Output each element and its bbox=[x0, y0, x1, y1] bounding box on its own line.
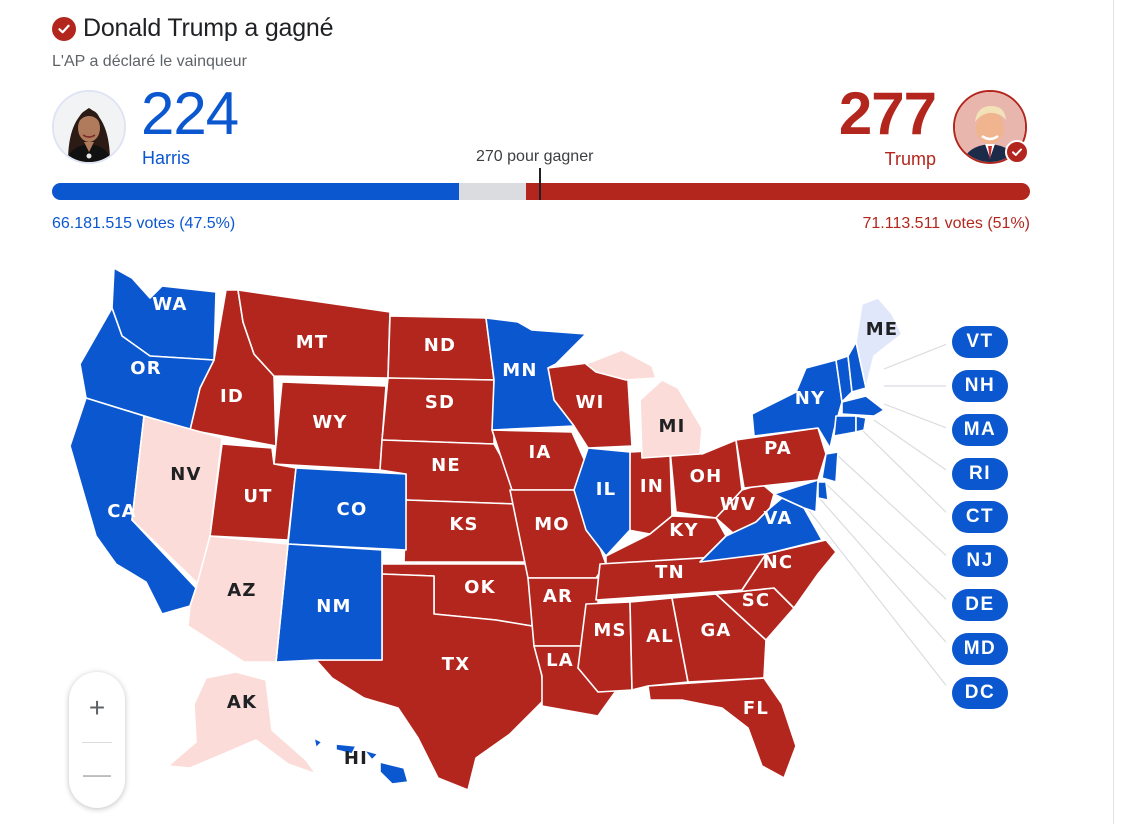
label-ok: OK bbox=[464, 577, 496, 598]
label-ak: AK bbox=[227, 692, 257, 713]
state-ma[interactable] bbox=[841, 395, 885, 417]
harris-avatar[interactable] bbox=[52, 90, 126, 164]
trump-avatar[interactable] bbox=[953, 90, 1029, 164]
label-ga: GA bbox=[700, 620, 731, 641]
label-ar: AR bbox=[543, 586, 573, 607]
winner-check-icon bbox=[1005, 140, 1029, 164]
harris-bar-segment bbox=[52, 183, 460, 200]
map-zoom-control: + — bbox=[69, 672, 125, 808]
us-electoral-map[interactable]: WA OR CA NV ID MT WY UT AZ CO NM ND SD N… bbox=[66, 268, 946, 824]
label-ut: UT bbox=[243, 486, 272, 507]
win-threshold-label: 270 pour gagner bbox=[476, 148, 594, 165]
state-ct[interactable] bbox=[833, 415, 857, 437]
state-me[interactable] bbox=[855, 297, 903, 389]
label-tx: TX bbox=[442, 654, 471, 675]
label-oh: OH bbox=[690, 466, 723, 487]
label-az: AZ bbox=[227, 580, 256, 601]
state-nj[interactable] bbox=[821, 451, 839, 483]
state-pill-de[interactable]: DE bbox=[952, 589, 1008, 621]
state-ak[interactable] bbox=[167, 671, 317, 775]
state-mt[interactable] bbox=[237, 289, 391, 379]
state-co[interactable] bbox=[287, 467, 407, 551]
threshold-marker bbox=[539, 168, 541, 200]
label-nd: ND bbox=[424, 335, 456, 356]
label-ks: KS bbox=[449, 514, 478, 535]
zoom-out-button[interactable]: — bbox=[83, 758, 111, 789]
state-pill-ri[interactable]: RI bbox=[952, 458, 1008, 490]
label-mo: MO bbox=[534, 514, 570, 535]
harris-popular-vote: 66.181.515 votes (47.5%) bbox=[52, 215, 236, 232]
state-or[interactable] bbox=[79, 307, 215, 431]
label-mi: MI bbox=[658, 416, 685, 437]
state-il[interactable] bbox=[573, 447, 631, 557]
label-ca: CA bbox=[107, 501, 137, 522]
state-pill-md[interactable]: MD bbox=[952, 633, 1008, 665]
results-header: Donald Trump a gagné L'AP a déclaré le v… bbox=[52, 14, 334, 71]
label-wi: WI bbox=[576, 392, 605, 413]
label-fl: FL bbox=[743, 698, 769, 719]
trump-electoral-score: 277 bbox=[838, 80, 937, 147]
label-hi: HI bbox=[344, 748, 368, 769]
state-pill-dc[interactable]: DC bbox=[952, 677, 1008, 709]
harris-name[interactable]: Harris bbox=[142, 148, 190, 168]
check-circle-icon bbox=[52, 16, 76, 41]
state-pill-vt[interactable]: VT bbox=[952, 326, 1008, 358]
winner-title: Donald Trump a gagné bbox=[83, 14, 334, 42]
state-az[interactable] bbox=[187, 535, 289, 663]
label-nv: NV bbox=[170, 464, 201, 485]
label-sd: SD bbox=[425, 392, 455, 413]
state-de[interactable] bbox=[817, 481, 829, 501]
state-ga[interactable] bbox=[671, 593, 767, 683]
electoral-vote-bar bbox=[52, 183, 1030, 200]
state-fl[interactable] bbox=[647, 677, 797, 779]
label-al: AL bbox=[646, 626, 674, 647]
trump-bar-segment bbox=[526, 183, 1030, 200]
label-id: ID bbox=[220, 386, 244, 407]
state-mi[interactable] bbox=[585, 349, 703, 459]
label-wv: WV bbox=[720, 494, 756, 515]
zoom-in-button[interactable]: + bbox=[88, 692, 106, 723]
panel-divider bbox=[1113, 0, 1114, 824]
state-pill-nj[interactable]: NJ bbox=[952, 545, 1008, 577]
label-mt: MT bbox=[296, 332, 329, 353]
state-tx[interactable] bbox=[315, 573, 545, 791]
label-wy: WY bbox=[312, 412, 347, 433]
state-ri[interactable] bbox=[855, 415, 867, 433]
trump-popular-vote: 71.113.511 votes (51%) bbox=[862, 215, 1030, 232]
label-pa: PA bbox=[764, 438, 792, 459]
state-ms[interactable] bbox=[577, 601, 633, 693]
state-pill-nh[interactable]: NH bbox=[952, 370, 1008, 402]
trump-name[interactable]: Trump bbox=[884, 149, 936, 169]
state-md[interactable] bbox=[773, 479, 819, 513]
harris-electoral-score: 224 bbox=[141, 80, 239, 147]
state-labels: WA OR CA NV ID MT WY UT AZ CO NM ND SD N… bbox=[107, 294, 899, 769]
label-tn: TN bbox=[655, 562, 685, 583]
label-la: LA bbox=[546, 650, 574, 671]
label-or: OR bbox=[130, 358, 162, 379]
state-pill-ma[interactable]: MA bbox=[952, 414, 1008, 446]
label-ne: NE bbox=[431, 455, 461, 476]
zoom-divider bbox=[82, 742, 112, 743]
label-ia: IA bbox=[528, 442, 551, 463]
label-il: IL bbox=[596, 479, 617, 500]
label-ny: NY bbox=[795, 388, 826, 409]
label-me: ME bbox=[866, 319, 899, 340]
winner-subtitle: L'AP a déclaré le vainqueur bbox=[52, 53, 247, 70]
label-nc: NC bbox=[763, 552, 794, 573]
state-hi[interactable] bbox=[313, 737, 409, 785]
label-sc: SC bbox=[742, 590, 771, 611]
label-wa: WA bbox=[152, 294, 187, 315]
small-state-leader-lines bbox=[803, 343, 946, 687]
label-mn: MN bbox=[502, 360, 537, 381]
label-in: IN bbox=[640, 476, 664, 497]
label-ky: KY bbox=[669, 520, 698, 541]
label-co: CO bbox=[337, 499, 368, 520]
state-pill-ct[interactable]: CT bbox=[952, 501, 1008, 533]
label-va: VA bbox=[763, 508, 792, 529]
uncalled-bar-segment bbox=[459, 183, 527, 200]
label-ms: MS bbox=[593, 620, 626, 641]
state-mn[interactable] bbox=[485, 317, 587, 431]
label-nm: NM bbox=[316, 596, 351, 617]
